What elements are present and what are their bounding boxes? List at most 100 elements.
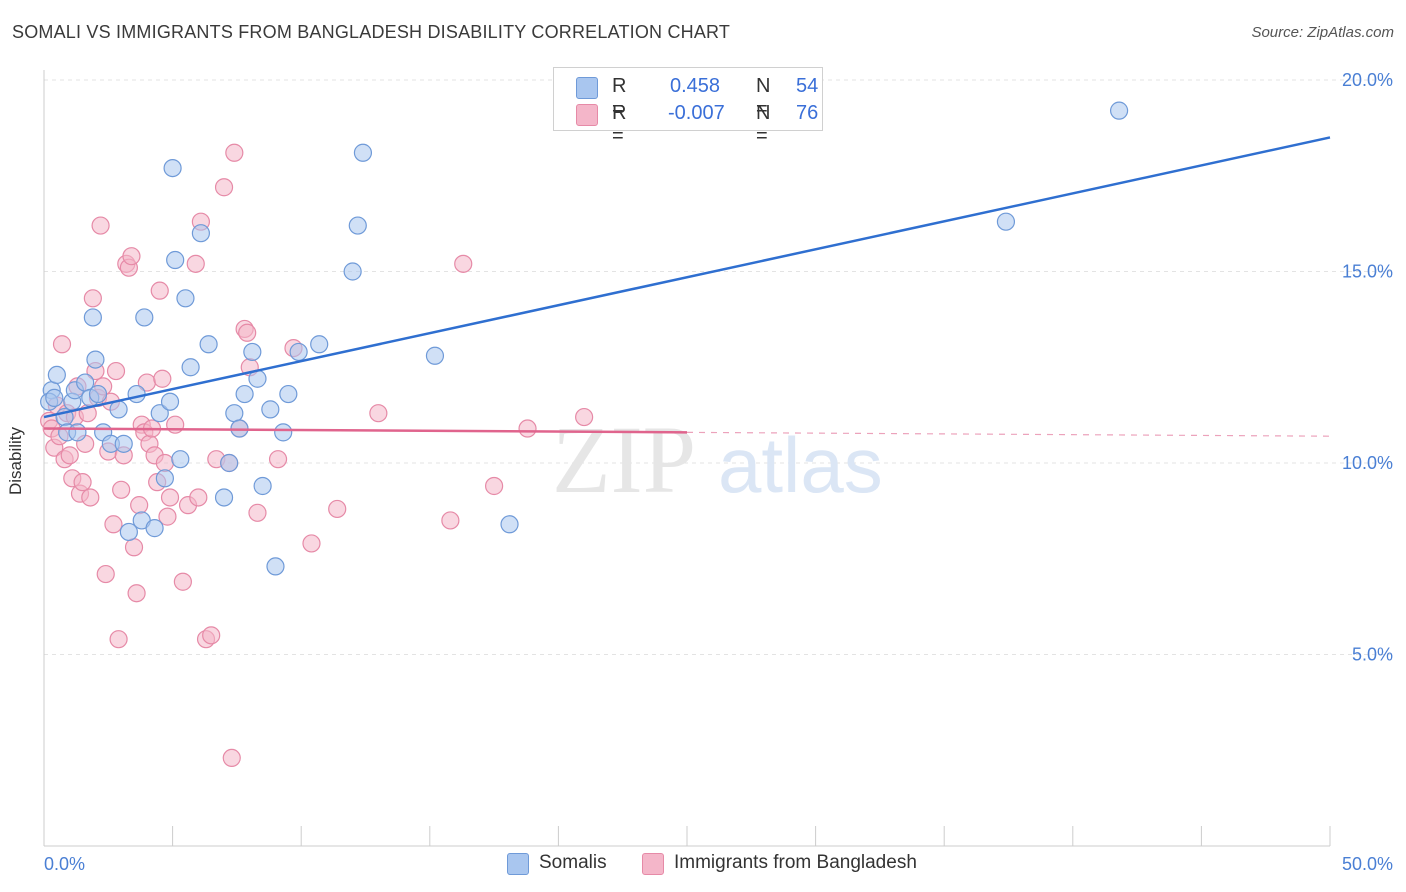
point-somali [500,515,519,534]
point-somali [127,384,146,404]
bottom-legend-label-bangladesh: Immigrants from Bangladesh [674,852,917,873]
legend-n-value: 54 [796,75,819,97]
point-bangladesh [328,499,347,519]
point-somali [191,224,210,243]
bottom-legend-swatch-somali [507,853,529,875]
watermark-zip: ZIP [552,406,696,513]
trend-line-somali [43,136,1331,419]
point-bangladesh [124,538,144,557]
point-somali [425,346,445,365]
y-axis-tick-labels: 5.0% 10.0% 15.0% 20.0% [1342,70,1393,665]
point-somali [88,384,108,404]
point-bangladesh [173,572,192,591]
point-somali [235,384,254,404]
trend-lines [43,136,1331,437]
point-somali [83,308,102,327]
point-somali [171,450,190,469]
point-bangladesh [202,626,221,645]
point-somali [114,434,133,453]
point-bangladesh [214,178,234,197]
point-bangladesh [158,507,177,526]
point-bangladesh [112,480,131,499]
point-somali [150,404,169,423]
point-bangladesh [150,281,169,300]
point-bangladesh [186,254,205,273]
point-bangladesh [52,335,72,354]
point-bangladesh [302,534,321,553]
point-somali [181,358,200,377]
point-bangladesh [104,515,123,534]
trend-line-bangladesh [43,427,688,434]
point-somali [199,335,218,354]
point-somali [86,350,105,369]
point-bangladesh [222,748,241,768]
y-tick-label: 10.0% [1342,453,1393,473]
point-somali [145,519,164,538]
point-bangladesh [454,254,473,273]
point-somali [243,342,262,362]
point-bangladesh [238,323,257,342]
stats-legend: R = 0.458 N = 54 R = -0.007 N = 76 [553,67,823,147]
point-bangladesh [160,488,180,507]
point-somali [47,365,66,385]
point-somali [348,216,367,235]
point-bangladesh [166,415,185,434]
point-somali [279,384,298,404]
point-somali [225,404,244,423]
point-bangladesh [91,216,110,235]
point-bangladesh [248,503,267,522]
bottom-legend-label-somali: Somalis [539,852,607,873]
point-bangladesh [83,289,102,308]
point-bangladesh [369,404,388,423]
source-note: Source: ZipAtlas.com [1251,24,1394,41]
point-somali [253,476,272,496]
legend-r-value: -0.007 [668,102,725,124]
series-somali-points [40,101,1129,576]
legend-n-value: 76 [796,102,819,124]
point-bangladesh [153,369,172,388]
point-somali [310,335,329,354]
point-bangladesh [73,473,92,492]
point-bangladesh [81,488,100,507]
legend-swatch-somali [576,77,598,99]
point-somali [1109,101,1129,120]
point-bangladesh [130,496,149,515]
point-bangladesh [225,143,244,162]
point-somali [68,423,87,442]
point-bangladesh [109,630,128,649]
x-tick-label-min: 0.0% [44,854,85,874]
chart-title: SOMALI VS IMMIGRANTS FROM BANGLADESH DIS… [12,22,731,42]
point-somali [289,342,308,362]
point-bangladesh [268,450,288,469]
legend-n-label: N = [756,75,771,120]
point-somali [353,143,373,162]
point-somali [261,400,280,419]
point-bangladesh [127,584,146,603]
point-somali [176,289,195,308]
point-somali [160,392,180,411]
point-somali [274,423,293,442]
legend-r-label: R = [612,75,627,120]
point-bangladesh [575,407,594,427]
legend-r-label: R = [612,102,627,147]
series-bangladesh-points [40,143,594,768]
legend-swatch-bangladesh [576,104,598,126]
x-axis-ticks [43,826,1331,846]
point-somali [155,469,174,488]
watermark: ZIP atlas [552,406,883,513]
point-bangladesh [189,488,208,507]
point-somali [220,453,239,473]
point-somali [214,488,234,507]
point-somali [266,557,285,576]
point-somali [135,308,154,327]
point-bangladesh [441,511,460,530]
y-tick-label: 15.0% [1342,262,1393,282]
legend-r-value: 0.458 [670,75,721,97]
point-somali [45,388,64,407]
point-bangladesh [96,564,115,584]
point-bangladesh [122,247,141,266]
point-somali [343,262,362,281]
point-bangladesh [485,476,504,496]
point-somali [109,400,128,419]
